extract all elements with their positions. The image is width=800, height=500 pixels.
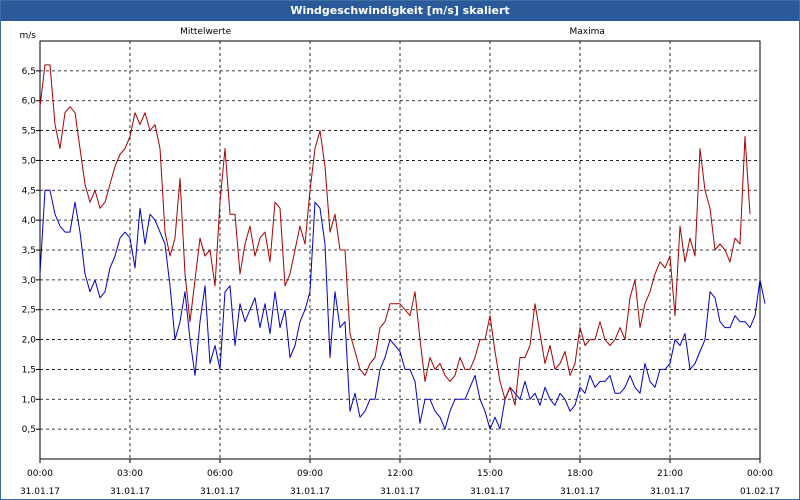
x-tick-time: 18:00	[567, 469, 593, 479]
series-line-maxima	[39, 64, 751, 406]
x-tick-date: 31.01.17	[200, 487, 240, 497]
y-axis-label: m/s	[20, 31, 37, 41]
axes	[36, 40, 761, 463]
x-tick-time: 00:00	[27, 469, 53, 479]
x-tick-date: 31.01.17	[650, 487, 690, 497]
legend-label-maxima: Maxima	[570, 27, 605, 37]
x-tick-time: 03:00	[117, 469, 143, 479]
grid	[40, 41, 760, 459]
y-tick-label: 2,5	[22, 306, 36, 316]
y-tick-label: 1,5	[22, 365, 36, 375]
x-tick-date: 31.01.17	[20, 487, 60, 497]
y-tick-label: 6,0	[22, 97, 37, 107]
x-tick-time: 15:00	[477, 469, 503, 479]
y-tick-label: 1,0	[22, 395, 37, 405]
y-tick-label: 3,0	[22, 276, 37, 286]
y-tick-label: 4,0	[22, 216, 37, 226]
x-tick-date: 31.01.17	[290, 487, 330, 497]
y-tick-label: 5,0	[22, 156, 37, 166]
series-line-mittelwerte	[39, 189, 766, 430]
x-tick-date: 31.01.17	[380, 487, 420, 497]
window-title: Windgeschwindigkeit [m/s] skaliert	[1, 1, 799, 21]
x-tick-time: 06:00	[207, 469, 233, 479]
x-tick-date: 31.01.17	[560, 487, 600, 497]
x-tick-date: 31.01.17	[470, 487, 510, 497]
x-tick-time: 00:00	[747, 469, 773, 479]
x-tick-time: 21:00	[657, 469, 683, 479]
legend-label-mittelwerte: Mittelwerte	[180, 27, 231, 37]
y-tick-label: 6,5	[22, 67, 36, 77]
x-tick-time: 09:00	[297, 469, 323, 479]
y-tick-label: 2,0	[22, 336, 37, 346]
y-tick-label: 3,5	[22, 246, 36, 256]
y-tick-label: 0,5	[22, 425, 36, 435]
axis-labels: 0,5 1,0 1,5 2,0 2,5 3,0 3,5 4,0 4,5 5,0 5,5 6,0 6,5 m…	[20, 27, 781, 497]
x-tick-date: 01.02.17	[740, 487, 780, 497]
x-tick-date: 31.01.17	[110, 487, 150, 497]
y-tick-label: 4,5	[22, 186, 36, 196]
series-lines	[39, 64, 766, 430]
y-tick-label: 5,5	[22, 127, 36, 137]
x-tick-time: 12:00	[387, 469, 413, 479]
